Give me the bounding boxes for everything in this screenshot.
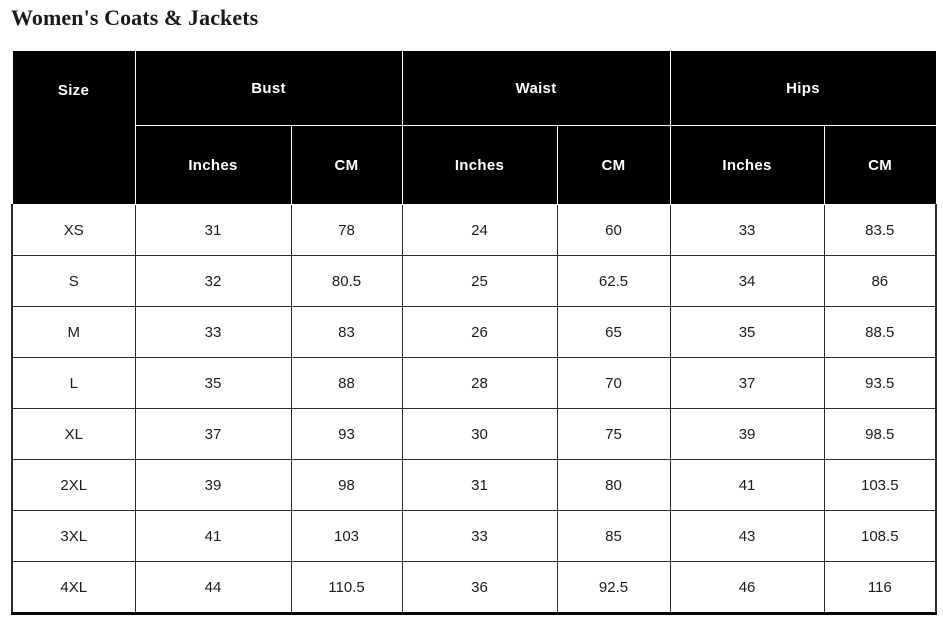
cell-bust-inches: 31 bbox=[134, 204, 292, 256]
column-group-waist: Waist bbox=[401, 50, 671, 126]
table-header: Size Bust Waist Hips Inches CM Inches CM… bbox=[11, 50, 937, 205]
column-header-bust-inches: Inches bbox=[134, 125, 292, 205]
table-row: 3XL 41 103 33 85 43 108.5 bbox=[11, 510, 938, 562]
cell-waist-cm: 62.5 bbox=[556, 255, 671, 307]
column-header-waist-inches: Inches bbox=[401, 125, 558, 205]
column-header-bust-cm: CM bbox=[290, 125, 403, 205]
cell-bust-cm: 98 bbox=[290, 459, 403, 511]
cell-size: 4XL bbox=[11, 561, 136, 615]
table-row: XS 31 78 24 60 33 83.5 bbox=[11, 204, 938, 256]
cell-bust-cm: 78 bbox=[290, 204, 403, 256]
size-chart-table: Size Bust Waist Hips Inches CM Inches CM… bbox=[11, 50, 938, 615]
column-header-hips-cm: CM bbox=[823, 125, 937, 205]
cell-hips-cm: 86 bbox=[823, 255, 938, 307]
cell-bust-inches: 32 bbox=[134, 255, 292, 307]
cell-bust-inches: 33 bbox=[134, 306, 292, 358]
column-header-size: Size bbox=[11, 50, 136, 205]
table-body: XS 31 78 24 60 33 83.5 S 32 80.5 25 62.5… bbox=[11, 204, 938, 615]
cell-waist-cm: 70 bbox=[556, 357, 671, 409]
cell-hips-cm: 108.5 bbox=[823, 510, 938, 562]
cell-bust-cm: 88 bbox=[290, 357, 403, 409]
cell-size: M bbox=[11, 306, 136, 358]
cell-bust-inches: 44 bbox=[134, 561, 292, 615]
table-row: L 35 88 28 70 37 93.5 bbox=[11, 357, 938, 409]
page-title: Women's Coats & Jackets bbox=[11, 5, 259, 30]
column-header-hips-inches: Inches bbox=[669, 125, 825, 205]
header-row-groups: Size Bust Waist Hips bbox=[11, 50, 937, 205]
cell-bust-cm: 93 bbox=[290, 408, 403, 460]
cell-hips-cm: 83.5 bbox=[823, 204, 938, 256]
cell-size: 2XL bbox=[11, 459, 136, 511]
cell-waist-inches: 36 bbox=[401, 561, 558, 615]
cell-size: S bbox=[11, 255, 136, 307]
cell-hips-inches: 39 bbox=[669, 408, 825, 460]
cell-hips-inches: 35 bbox=[669, 306, 825, 358]
cell-size: XL bbox=[11, 408, 136, 460]
size-chart-table-container: Size Bust Waist Hips Inches CM Inches CM… bbox=[11, 50, 938, 615]
column-group-hips: Hips bbox=[669, 50, 937, 126]
cell-bust-cm: 110.5 bbox=[290, 561, 403, 615]
cell-hips-cm: 88.5 bbox=[823, 306, 938, 358]
header-row-units: Inches CM Inches CM Inches CM bbox=[12, 125, 937, 205]
table-row: 4XL 44 110.5 36 92.5 46 116 bbox=[11, 561, 938, 615]
cell-hips-cm: 98.5 bbox=[823, 408, 938, 460]
cell-hips-inches: 34 bbox=[669, 255, 825, 307]
cell-waist-inches: 28 bbox=[401, 357, 558, 409]
cell-hips-cm: 103.5 bbox=[823, 459, 938, 511]
cell-waist-cm: 85 bbox=[556, 510, 671, 562]
cell-size: L bbox=[11, 357, 136, 409]
cell-waist-inches: 30 bbox=[401, 408, 558, 460]
cell-waist-inches: 25 bbox=[401, 255, 558, 307]
cell-hips-inches: 33 bbox=[669, 204, 825, 256]
cell-waist-inches: 24 bbox=[401, 204, 558, 256]
cell-waist-inches: 26 bbox=[401, 306, 558, 358]
table-row: M 33 83 26 65 35 88.5 bbox=[11, 306, 938, 358]
cell-waist-cm: 92.5 bbox=[556, 561, 671, 615]
cell-bust-cm: 80.5 bbox=[290, 255, 403, 307]
cell-bust-cm: 103 bbox=[290, 510, 403, 562]
cell-hips-cm: 116 bbox=[823, 561, 938, 615]
cell-bust-cm: 83 bbox=[290, 306, 403, 358]
cell-bust-inches: 41 bbox=[134, 510, 292, 562]
cell-size: 3XL bbox=[11, 510, 136, 562]
cell-bust-inches: 39 bbox=[134, 459, 292, 511]
cell-waist-inches: 33 bbox=[401, 510, 558, 562]
cell-waist-cm: 60 bbox=[556, 204, 671, 256]
table-row: XL 37 93 30 75 39 98.5 bbox=[11, 408, 938, 460]
cell-hips-inches: 37 bbox=[669, 357, 825, 409]
cell-size: XS bbox=[11, 204, 136, 256]
cell-hips-inches: 46 bbox=[669, 561, 825, 615]
cell-bust-inches: 37 bbox=[134, 408, 292, 460]
cell-hips-cm: 93.5 bbox=[823, 357, 938, 409]
cell-hips-inches: 41 bbox=[669, 459, 825, 511]
cell-waist-cm: 75 bbox=[556, 408, 671, 460]
cell-waist-cm: 65 bbox=[556, 306, 671, 358]
cell-hips-inches: 43 bbox=[669, 510, 825, 562]
column-group-bust: Bust bbox=[134, 50, 403, 126]
cell-waist-cm: 80 bbox=[556, 459, 671, 511]
table-row: 2XL 39 98 31 80 41 103.5 bbox=[11, 459, 938, 511]
table-row: S 32 80.5 25 62.5 34 86 bbox=[11, 255, 938, 307]
cell-bust-inches: 35 bbox=[134, 357, 292, 409]
cell-waist-inches: 31 bbox=[401, 459, 558, 511]
column-header-waist-cm: CM bbox=[556, 125, 671, 205]
